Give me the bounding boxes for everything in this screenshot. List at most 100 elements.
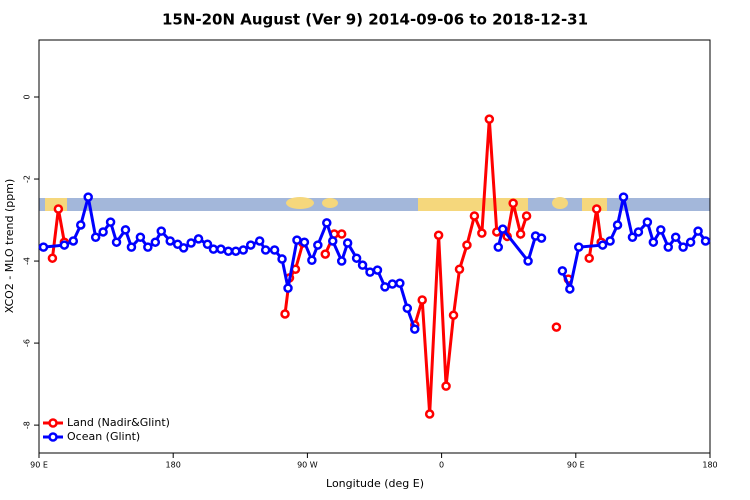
data-point [336,229,347,239]
chart-title: 15N-20N August (Ver 9) 2014-09-06 to 201… [162,11,588,29]
data-point [493,242,504,252]
data-point [307,255,317,265]
data-point [462,240,472,250]
data-point [417,295,427,305]
data-point [105,217,116,227]
data-point [342,238,353,248]
data-point [320,249,331,259]
x-tick-label: 90 W [297,461,318,470]
data-point [280,309,290,319]
data-point [410,324,420,334]
data-point [208,244,219,254]
data-point [574,242,584,252]
data-point [591,204,602,214]
data-point [618,192,629,202]
y-tick-label: -2 [23,175,32,183]
data-point [469,211,480,221]
data-point [565,284,575,294]
data-point [454,264,465,275]
data-point [663,242,673,252]
legend-marker [48,418,58,428]
data-point [357,260,368,270]
data-point [322,218,332,228]
y-axis-label: XCO2 - MLO trend (ppm) [3,179,16,314]
data-point [648,237,659,247]
data-point [584,253,594,263]
data-point [216,244,226,254]
data-point [612,220,623,230]
data-point [551,322,562,332]
data-point [254,236,265,246]
data-point [202,239,213,249]
data-point [313,240,323,250]
map-strip [39,197,710,211]
data-point [126,242,137,252]
data-point [156,226,167,236]
data-point [336,256,347,266]
data-point [441,381,451,391]
x-tick-label: 180 [702,461,717,470]
data-point [433,230,444,240]
data-point [165,236,175,246]
x-tick-label: 180 [166,461,181,470]
data-point [497,224,508,234]
data-point [693,226,703,236]
data-point [90,232,101,243]
x-tick-label: 0 [439,461,444,470]
legend-marker [48,432,58,442]
data-point [269,245,280,255]
data-point [53,204,64,214]
data-point [76,220,86,230]
data-point [521,211,532,221]
data-point [143,242,153,252]
x-tick-label: 90 E [567,461,585,470]
data-point [678,242,688,252]
legend-label: Land (Nadir&Glint) [67,416,170,429]
data-point [351,253,362,263]
data-point [633,227,644,237]
data-point [523,256,533,266]
data-point [477,228,487,238]
data-point [38,242,49,252]
data-point [365,267,375,277]
x-tick-label: 90 E [30,461,48,470]
data-point [193,234,204,244]
legend-label: Ocean (Glint) [67,430,140,443]
data-point [283,283,293,293]
data-point [238,245,249,255]
data-point [508,198,518,208]
y-tick-label: -8 [23,421,32,429]
data-point [395,278,405,288]
y-tick-label: -6 [23,339,32,347]
series-line [50,119,603,415]
data-point [299,237,310,247]
data-point [260,245,271,255]
data-point [685,237,696,247]
data-point [277,254,287,264]
data-point [515,229,526,239]
y-tick-label: 0 [23,94,32,99]
data-point [111,237,122,247]
data-point [387,279,398,289]
data-point [186,238,196,248]
data-point [484,114,495,124]
data-point [327,236,338,246]
data-point [448,310,459,320]
legend: Land (Nadir&Glint)Ocean (Glint) [43,416,170,443]
y-tick-label: -4 [23,257,32,265]
data-point [245,240,256,250]
data-point [372,265,383,275]
data-point [98,227,108,237]
data-point [68,236,79,246]
data-point [536,233,547,243]
data-point [83,192,93,202]
data-point [605,236,615,246]
x-axis-label: Longitude (deg E) [326,477,424,490]
data-point [557,266,568,276]
data-point [223,246,234,256]
plot-frame [38,39,711,454]
data-point [670,232,681,243]
data-point [231,246,241,256]
data-point [135,232,146,243]
